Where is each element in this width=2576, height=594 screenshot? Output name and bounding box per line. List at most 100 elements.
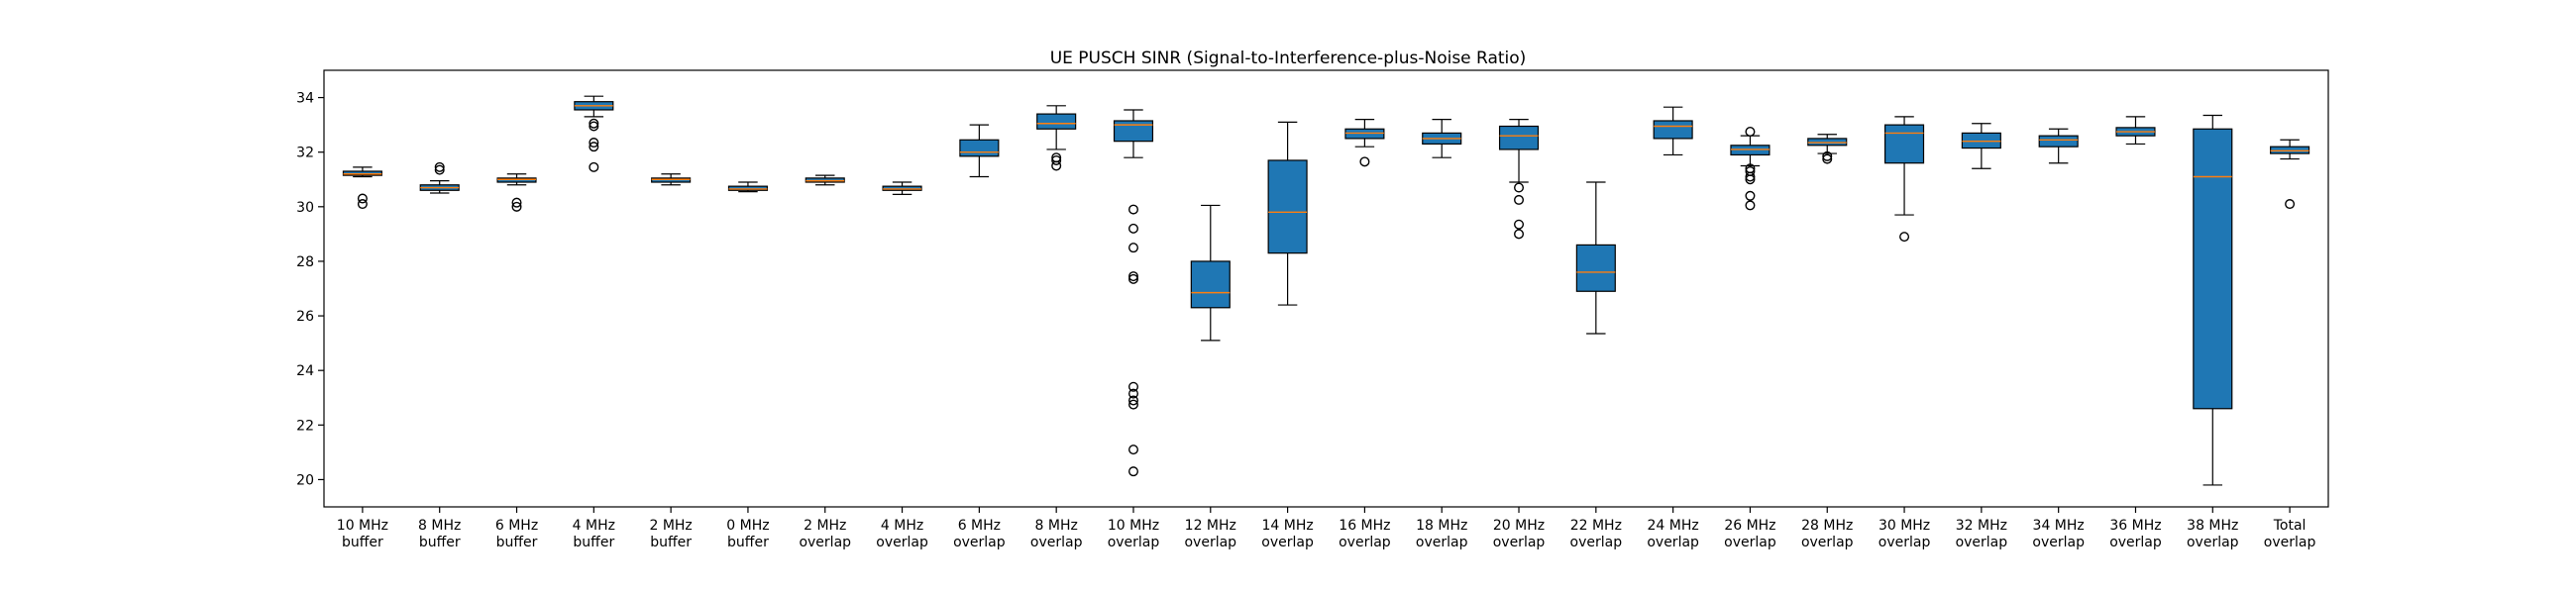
x-tick-label: overlap — [1956, 535, 2008, 550]
box-group — [1575, 181, 1616, 335]
box-group — [651, 173, 692, 186]
box-group — [2193, 114, 2233, 486]
y-tick-label: 34 — [296, 91, 314, 107]
outlier-point — [1127, 388, 1138, 399]
x-tick-label: 26 MHz — [1724, 518, 1775, 534]
outlier-point — [1127, 381, 1138, 392]
x-tick-label: 2 MHz — [649, 518, 692, 534]
outlier-point — [1514, 182, 1525, 193]
box — [1884, 124, 1925, 164]
x-tick-label: 22 MHz — [1570, 518, 1622, 534]
box — [2193, 128, 2233, 410]
outlier-point — [589, 118, 599, 129]
x-tick-label: 10 MHz — [337, 518, 388, 534]
outlier-point — [2285, 199, 2296, 210]
outlier-point — [1127, 223, 1138, 234]
x-tick-label: buffer — [573, 535, 614, 550]
outlier-point — [1745, 174, 1756, 185]
x-tick-label: 16 MHz — [1339, 518, 1390, 534]
x-tick-label: 6 MHz — [958, 518, 1001, 534]
outlier-point — [589, 121, 599, 132]
x-tick-label: 34 MHz — [2033, 518, 2085, 534]
outlier-point — [1822, 150, 1833, 161]
outlier-point — [1127, 273, 1138, 284]
y-tick-label: 22 — [296, 418, 314, 434]
outlier-point — [511, 201, 522, 212]
box-group — [1653, 106, 1693, 156]
x-tick-label: 10 MHz — [1108, 518, 1159, 534]
x-tick-label: 24 MHz — [1648, 518, 1699, 534]
x-tick-label: 38 MHz — [2187, 518, 2238, 534]
box-group — [1422, 119, 1462, 158]
outlier-point — [1745, 171, 1756, 182]
box-group — [805, 174, 845, 186]
outlier-point — [1051, 154, 1062, 165]
outlier-point — [357, 193, 368, 204]
x-tick-label: overlap — [2264, 535, 2316, 550]
box-group — [1807, 134, 1848, 164]
box-group — [1267, 121, 1308, 306]
box-group — [727, 181, 768, 193]
y-tick-label: 24 — [296, 363, 314, 379]
outlier-point — [434, 164, 445, 175]
outlier-point — [1745, 127, 1756, 138]
box — [1267, 159, 1308, 254]
y-tick-label: 20 — [296, 472, 314, 488]
outlier-point — [589, 138, 599, 148]
x-tick-label: overlap — [1878, 535, 1931, 550]
x-tick-label: buffer — [342, 535, 383, 550]
box — [2038, 135, 2079, 148]
x-tick-label: overlap — [1724, 535, 1776, 550]
x-tick-label: overlap — [1184, 535, 1236, 550]
x-tick-label: overlap — [1647, 535, 1699, 550]
outlier-point — [1127, 466, 1138, 477]
x-tick-label: 32 MHz — [1956, 518, 2007, 534]
box-group — [574, 95, 614, 172]
box — [1575, 244, 1616, 292]
outlier-point — [1514, 194, 1525, 205]
x-tick-label: overlap — [1261, 535, 1314, 550]
box-group — [1190, 204, 1231, 342]
box-group — [2038, 128, 2079, 164]
x-tick-label: overlap — [2032, 535, 2085, 550]
x-tick-label: overlap — [1493, 535, 1546, 550]
outlier-point — [589, 142, 599, 152]
box-group — [342, 166, 382, 210]
box-group — [1884, 116, 1925, 243]
x-tick-label: Total — [2273, 518, 2307, 534]
plot-area — [342, 95, 2310, 486]
box-group — [2270, 139, 2310, 210]
outlier-point — [1127, 399, 1138, 410]
x-tick-label: overlap — [1339, 535, 1391, 550]
y-tick-label: 28 — [296, 254, 314, 270]
x-tick-label: overlap — [1030, 535, 1083, 550]
y-tick-label: 32 — [296, 146, 314, 161]
x-tick-label: overlap — [2109, 535, 2162, 550]
outlier-point — [1359, 156, 1370, 167]
box — [1036, 113, 1077, 130]
x-tick-label: 6 MHz — [495, 518, 538, 534]
x-tick-label: overlap — [1570, 535, 1623, 550]
x-tick-label: 4 MHz — [573, 518, 615, 534]
x-tick-label: 8 MHz — [418, 518, 461, 534]
y-tick-label: 30 — [296, 200, 314, 216]
outlier-point — [1051, 160, 1062, 171]
box-group — [1730, 127, 1771, 211]
outlier-point — [1745, 200, 1756, 211]
y-axis: 20 22 24 26 28 30 32 34 — [296, 91, 324, 488]
outlier-point — [1822, 153, 1833, 164]
box — [1113, 120, 1154, 143]
outlier-point — [1127, 243, 1138, 253]
outlier-point — [1127, 204, 1138, 215]
outlier-point — [1127, 271, 1138, 282]
x-tick-label: 36 MHz — [2109, 518, 2161, 534]
outlier-point — [1514, 229, 1525, 240]
y-tick-label: 26 — [296, 309, 314, 325]
box-group — [496, 173, 537, 212]
x-tick-label: 14 MHz — [1261, 518, 1313, 534]
x-tick-label: 4 MHz — [881, 518, 923, 534]
chart-title: UE PUSCH SINR (Signal-to-Interference-pl… — [1050, 49, 1527, 68]
x-tick-label: 2 MHz — [804, 518, 846, 534]
